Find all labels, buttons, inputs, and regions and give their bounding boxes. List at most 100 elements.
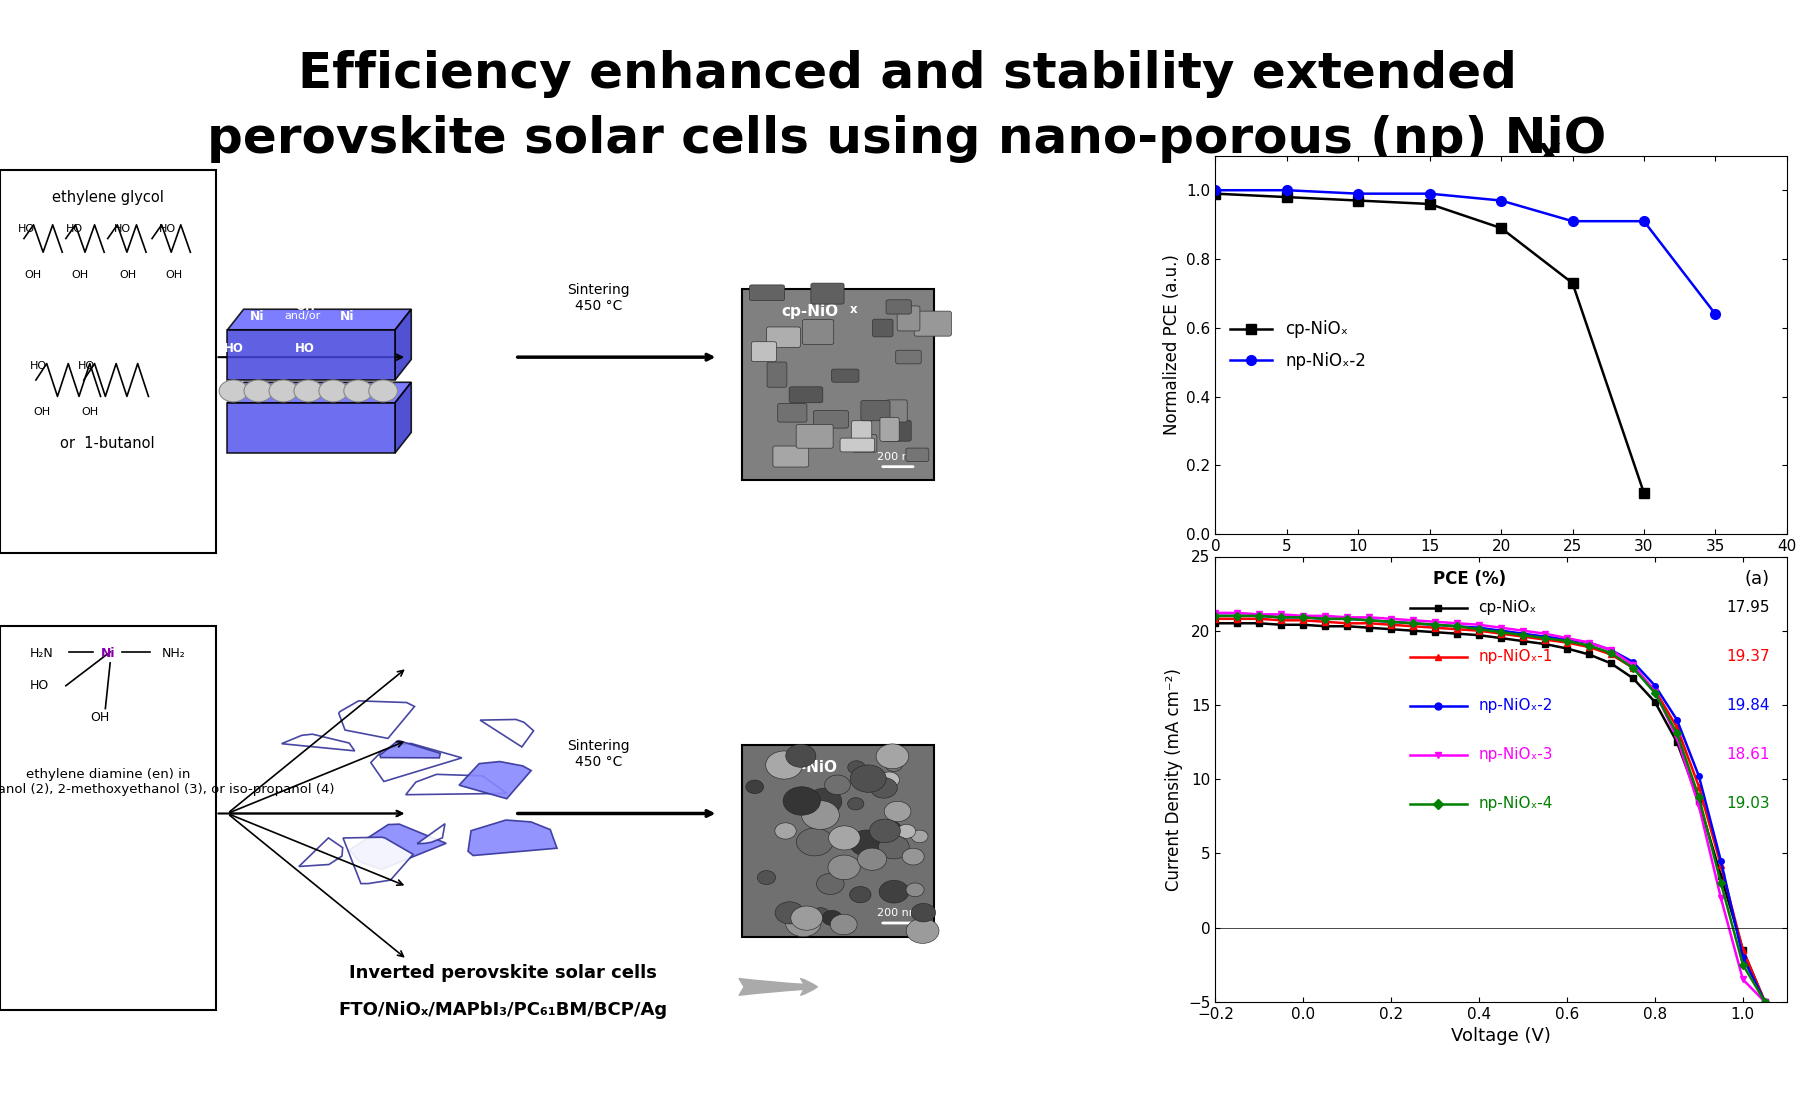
- Text: Inverted perovskite solar cells: Inverted perovskite solar cells: [348, 964, 657, 982]
- cp-NiOₓ: [1292, 618, 1313, 631]
- np-NiOₓ-3: [1402, 613, 1424, 627]
- FancyBboxPatch shape: [0, 627, 216, 1009]
- cp-NiOₓ: [1754, 995, 1776, 1008]
- np-NiOₓ-2: [1491, 624, 1513, 638]
- Polygon shape: [227, 309, 412, 329]
- cp-NiOₓ: [1359, 621, 1380, 634]
- Circle shape: [911, 830, 929, 843]
- Text: OH: OH: [165, 270, 183, 280]
- FancyBboxPatch shape: [880, 417, 900, 442]
- FancyBboxPatch shape: [862, 401, 891, 421]
- Circle shape: [911, 904, 936, 922]
- np-NiOₓ-1: [1446, 622, 1468, 636]
- FancyBboxPatch shape: [742, 288, 934, 481]
- np-NiOₓ-2: [1424, 618, 1446, 631]
- np-NiOₓ-4: [1600, 647, 1622, 660]
- np-NiOₓ-3: [1556, 631, 1578, 644]
- Text: NH₂: NH₂: [161, 648, 185, 660]
- np-NiOₓ-4: [1711, 876, 1732, 889]
- Circle shape: [775, 902, 804, 924]
- Text: and/or: and/or: [285, 312, 321, 321]
- np-NiOₓ-2: [1600, 643, 1622, 657]
- cp-NiOₓ: [1622, 671, 1643, 684]
- np-NiOₓ-2: [1622, 656, 1643, 669]
- np-NiOₓ-3: [1270, 608, 1292, 621]
- FancyBboxPatch shape: [811, 283, 844, 304]
- Circle shape: [880, 820, 902, 837]
- np-NiOₓ-4: [1359, 613, 1380, 627]
- Circle shape: [319, 380, 348, 402]
- Text: HO: HO: [296, 342, 316, 355]
- Circle shape: [827, 855, 860, 879]
- np-NiOₓ-4: [1689, 790, 1711, 804]
- Text: OH: OH: [33, 407, 51, 417]
- np-NiOₓ-3: [1711, 892, 1732, 905]
- FancyBboxPatch shape: [840, 439, 874, 452]
- cp-NiOₓ: [1226, 617, 1248, 630]
- FancyBboxPatch shape: [882, 421, 911, 441]
- cp-NiOₓ: [1270, 618, 1292, 631]
- Circle shape: [813, 908, 829, 922]
- np-NiOₓ-1: [1468, 624, 1489, 638]
- np-NiOₓ-3: [1424, 615, 1446, 629]
- np-NiOₓ-3: [1622, 658, 1643, 671]
- Line: cp-NiOₓ: cp-NiOₓ: [1212, 621, 1767, 1004]
- cp-NiOₓ: [1468, 629, 1489, 642]
- np-NiOₓ-4: [1446, 620, 1468, 633]
- Circle shape: [831, 914, 858, 935]
- Text: OH: OH: [120, 270, 136, 280]
- Text: np-NiOₓ-1: np-NiOₓ-1: [1478, 649, 1553, 664]
- np-NiOₓ-4: [1468, 622, 1489, 636]
- Polygon shape: [379, 740, 441, 758]
- FancyBboxPatch shape: [873, 319, 892, 337]
- Polygon shape: [343, 837, 414, 884]
- Text: OH: OH: [223, 301, 243, 314]
- np-NiOₓ-1: [1337, 617, 1359, 630]
- Text: HO: HO: [114, 225, 131, 235]
- cp-NiOₓ: [1556, 642, 1578, 656]
- np-NiOₓ-3: [1292, 609, 1313, 622]
- np-NiOₓ-2: [1689, 769, 1711, 782]
- FancyBboxPatch shape: [905, 449, 929, 462]
- np-NiOₓ-3: [1535, 627, 1556, 640]
- np-NiOₓ-4: [1732, 958, 1754, 972]
- Text: Sintering
450 °C: Sintering 450 °C: [568, 739, 629, 769]
- np-NiOₓ-4: [1556, 634, 1578, 648]
- cp-NiOₓ: [1315, 620, 1337, 633]
- Line: np-NiOₓ-2: np-NiOₓ-2: [1212, 613, 1767, 1004]
- np-NiOₓ-1: [1711, 858, 1732, 871]
- Circle shape: [746, 780, 764, 794]
- Text: HO: HO: [160, 225, 176, 235]
- np-NiOₓ-1: [1578, 640, 1600, 653]
- np-NiOₓ-2: [1204, 609, 1226, 622]
- Circle shape: [878, 836, 909, 859]
- Circle shape: [869, 819, 900, 843]
- FancyBboxPatch shape: [914, 312, 951, 336]
- np-NiOₓ-2: [1204, 184, 1226, 197]
- Text: 200 nm: 200 nm: [876, 452, 920, 462]
- Polygon shape: [227, 403, 395, 453]
- cp-NiOₓ: [1491, 221, 1513, 235]
- np-NiOₓ-2: [1732, 951, 1754, 964]
- np-NiOₓ-3: [1468, 618, 1489, 631]
- cp-NiOₓ: [1491, 631, 1513, 644]
- Polygon shape: [299, 838, 343, 867]
- Line: cp-NiOₓ: cp-NiOₓ: [1210, 189, 1649, 498]
- np-NiOₓ-1: [1315, 615, 1337, 629]
- FancyBboxPatch shape: [887, 400, 907, 422]
- Text: 19.03: 19.03: [1727, 796, 1770, 811]
- Legend: cp-NiOₓ, np-NiOₓ-2: cp-NiOₓ, np-NiOₓ-2: [1224, 314, 1373, 376]
- FancyBboxPatch shape: [749, 285, 785, 301]
- np-NiOₓ-3: [1600, 643, 1622, 657]
- Y-axis label: Current Density (mA cm⁻²): Current Density (mA cm⁻²): [1165, 668, 1183, 890]
- np-NiOₓ-1: [1226, 612, 1248, 626]
- Polygon shape: [339, 701, 415, 738]
- Line: np-NiOₓ-1: np-NiOₓ-1: [1212, 617, 1767, 1004]
- Text: x: x: [1536, 136, 1560, 171]
- np-NiOₓ-1: [1665, 720, 1687, 733]
- np-NiOₓ-1: [1248, 612, 1270, 626]
- np-NiOₓ-4: [1491, 626, 1513, 639]
- Circle shape: [268, 380, 297, 402]
- np-NiOₓ-4: [1535, 631, 1556, 644]
- Text: 19.84: 19.84: [1727, 698, 1770, 713]
